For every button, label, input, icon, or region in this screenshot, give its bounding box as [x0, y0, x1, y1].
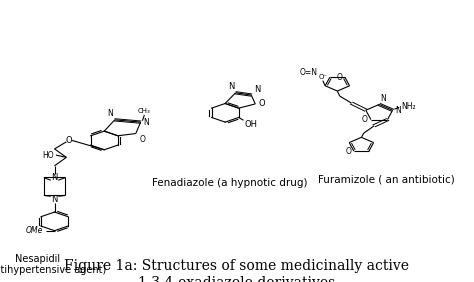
Text: O: O	[140, 135, 146, 144]
Text: NH₂: NH₂	[401, 102, 416, 111]
Text: N: N	[108, 109, 113, 118]
Text: HO: HO	[43, 151, 54, 160]
Text: N: N	[395, 106, 401, 115]
Text: Fenadiazole (a hypnotic drug): Fenadiazole (a hypnotic drug)	[152, 178, 308, 188]
Text: O: O	[259, 100, 265, 108]
Text: O=N: O=N	[300, 68, 318, 77]
Text: CH₃: CH₃	[138, 108, 151, 114]
Text: O: O	[346, 147, 352, 156]
Text: OMe: OMe	[25, 226, 43, 235]
Text: O: O	[361, 115, 367, 124]
Text: O⁻: O⁻	[318, 74, 328, 80]
Text: N: N	[381, 94, 386, 103]
Text: O: O	[337, 73, 343, 82]
Text: N: N	[51, 173, 58, 182]
Text: OH: OH	[245, 120, 257, 129]
Text: Figure 1a: Structures of some medicinally active
1,3,4-oxadiazole derivatives: Figure 1a: Structures of some medicinall…	[64, 259, 410, 282]
Text: N: N	[51, 195, 58, 204]
Text: N: N	[228, 82, 234, 91]
Text: O: O	[65, 136, 72, 145]
Text: N: N	[143, 118, 149, 127]
Text: Furamizole ( an antibiotic): Furamizole ( an antibiotic)	[318, 175, 455, 185]
Text: N: N	[254, 85, 260, 94]
Text: Nesapidil
(an antihypertensive agent): Nesapidil (an antihypertensive agent)	[0, 254, 107, 276]
